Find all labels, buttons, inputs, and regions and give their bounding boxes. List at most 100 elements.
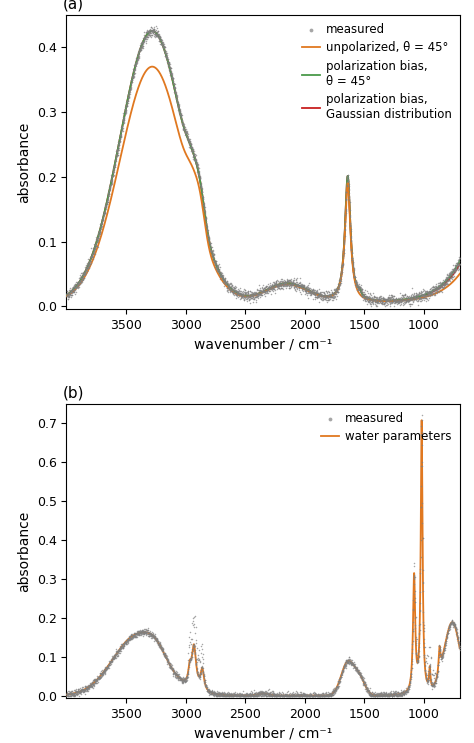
- measured: [357, 672, 365, 684]
- measured: [133, 53, 141, 65]
- measured: [336, 672, 343, 684]
- measured: [322, 687, 329, 699]
- measured: [369, 292, 376, 304]
- measured: [120, 113, 128, 125]
- measured: [357, 672, 365, 684]
- measured: [449, 619, 457, 631]
- measured: [354, 285, 361, 296]
- measured: [452, 620, 459, 632]
- measured: [236, 293, 244, 305]
- measured: [157, 640, 165, 652]
- measured: [299, 279, 307, 291]
- measured: [177, 108, 184, 120]
- measured: [361, 292, 368, 304]
- measured: [399, 689, 406, 701]
- measured: [387, 296, 395, 308]
- measured: [120, 116, 128, 128]
- measured: [372, 690, 379, 701]
- measured: [254, 689, 261, 701]
- measured: [94, 233, 101, 245]
- measured: [410, 291, 417, 303]
- measured: [305, 282, 313, 293]
- measured: [157, 643, 164, 655]
- measured: [171, 85, 179, 97]
- measured: [187, 652, 194, 663]
- measured: [144, 25, 151, 36]
- measured: [365, 295, 372, 307]
- measured: [442, 637, 449, 649]
- measured: [235, 690, 243, 702]
- measured: [208, 688, 215, 700]
- measured: [80, 684, 88, 696]
- measured: [365, 295, 372, 307]
- measured: [372, 296, 379, 308]
- measured: [367, 687, 374, 698]
- measured: [72, 685, 80, 697]
- measured: [405, 681, 413, 693]
- measured: [66, 687, 74, 698]
- measured: [199, 189, 206, 201]
- measured: [88, 676, 95, 688]
- measured: [81, 267, 88, 279]
- measured: [409, 626, 417, 637]
- measured: [118, 122, 126, 134]
- measured: [191, 155, 199, 166]
- measured: [107, 655, 114, 666]
- measured: [267, 282, 274, 294]
- measured: [317, 291, 325, 302]
- measured: [359, 289, 367, 301]
- measured: [412, 288, 419, 299]
- measured: [66, 290, 73, 302]
- measured: [75, 276, 82, 288]
- measured: [265, 689, 273, 701]
- measured: [123, 101, 130, 113]
- measured: [331, 285, 338, 297]
- measured: [431, 285, 439, 297]
- measured: [303, 690, 310, 702]
- measured: [75, 687, 83, 698]
- measured: [330, 291, 338, 303]
- measured: [117, 641, 125, 653]
- measured: [262, 690, 270, 701]
- measured: [255, 288, 262, 300]
- measured: [130, 631, 138, 643]
- measured: [210, 255, 218, 267]
- measured: [298, 686, 305, 698]
- measured: [233, 285, 241, 297]
- measured: [319, 690, 327, 702]
- measured: [285, 274, 293, 286]
- measured: [96, 667, 103, 679]
- measured: [275, 280, 283, 292]
- measured: [323, 291, 331, 303]
- measured: [97, 221, 104, 233]
- measured: [135, 43, 143, 55]
- measured: [429, 678, 437, 690]
- measured: [398, 687, 405, 698]
- measured: [157, 641, 165, 653]
- measured: [197, 668, 205, 680]
- measured: [315, 287, 322, 299]
- measured: [291, 280, 299, 292]
- measured: [171, 78, 179, 90]
- measured: [222, 278, 229, 290]
- measured: [324, 689, 332, 701]
- measured: [332, 683, 340, 695]
- measured: [177, 111, 185, 123]
- measured: [116, 641, 124, 653]
- measured: [92, 240, 100, 252]
- measured: [124, 634, 132, 646]
- measured: [401, 294, 408, 306]
- measured: [109, 652, 117, 663]
- measured: [334, 681, 341, 693]
- measured: [74, 685, 82, 697]
- measured: [424, 286, 431, 298]
- measured: [271, 278, 278, 290]
- measured: [130, 68, 137, 80]
- measured: [128, 76, 136, 88]
- measured: [140, 628, 148, 640]
- measured: [292, 278, 300, 290]
- measured: [290, 277, 297, 289]
- measured: [378, 687, 386, 699]
- measured: [358, 283, 366, 295]
- measured: [270, 689, 278, 701]
